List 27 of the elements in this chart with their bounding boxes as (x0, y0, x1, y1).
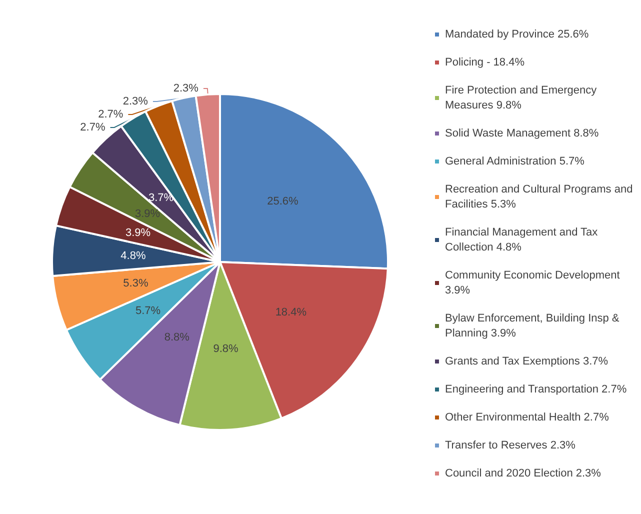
data-label: 9.8% (213, 342, 238, 355)
legend-label: Bylaw Enforcement, Building Insp & Planning 3.9% (445, 312, 622, 340)
data-label: 3.9% (135, 208, 160, 220)
legend-label: Policing - 18.4% (445, 56, 525, 68)
data-label: 2.3% (173, 82, 199, 94)
legend-label: General Administration 5.7% (445, 156, 585, 168)
legend-label: Solid Waste Management 8.8% (445, 128, 599, 140)
legend-label: Fire Protection and Emergency Measures 9.8% (445, 84, 600, 112)
legend-label: Community Economic Development 3.9% (445, 270, 623, 296)
legend-label: Mandated by Province 25.6% (445, 28, 589, 40)
data-label: 4.8% (120, 250, 146, 262)
legend-label: Transfer to Reserves 2.3% (445, 440, 576, 452)
legend-label: Engineering and Transportation 2.7% (445, 384, 627, 396)
data-label: 2.3% (122, 95, 148, 108)
data-label: 5.3% (123, 278, 148, 290)
legend-label: Recreation and Cultural Programs and Facilities 5.3% (445, 184, 636, 210)
data-label: 2.7% (80, 121, 106, 134)
data-label: 18.4% (275, 306, 307, 318)
data-label: 25.6% (267, 196, 299, 208)
data-label: 2.7% (98, 108, 124, 120)
data-label: 5.7% (135, 304, 161, 317)
data-label: 3.9% (125, 226, 151, 239)
data-label: 8.8% (164, 332, 190, 344)
legend-label: Financial Management and Tax Collection 4.8% (445, 226, 601, 254)
legend-label: Council and 2020 Election 2.3% (445, 468, 602, 480)
legend-label: Other Environmental Health 2.7% (445, 412, 610, 424)
legend-label: Grants and Tax Exemptions 3.7% (445, 356, 608, 368)
